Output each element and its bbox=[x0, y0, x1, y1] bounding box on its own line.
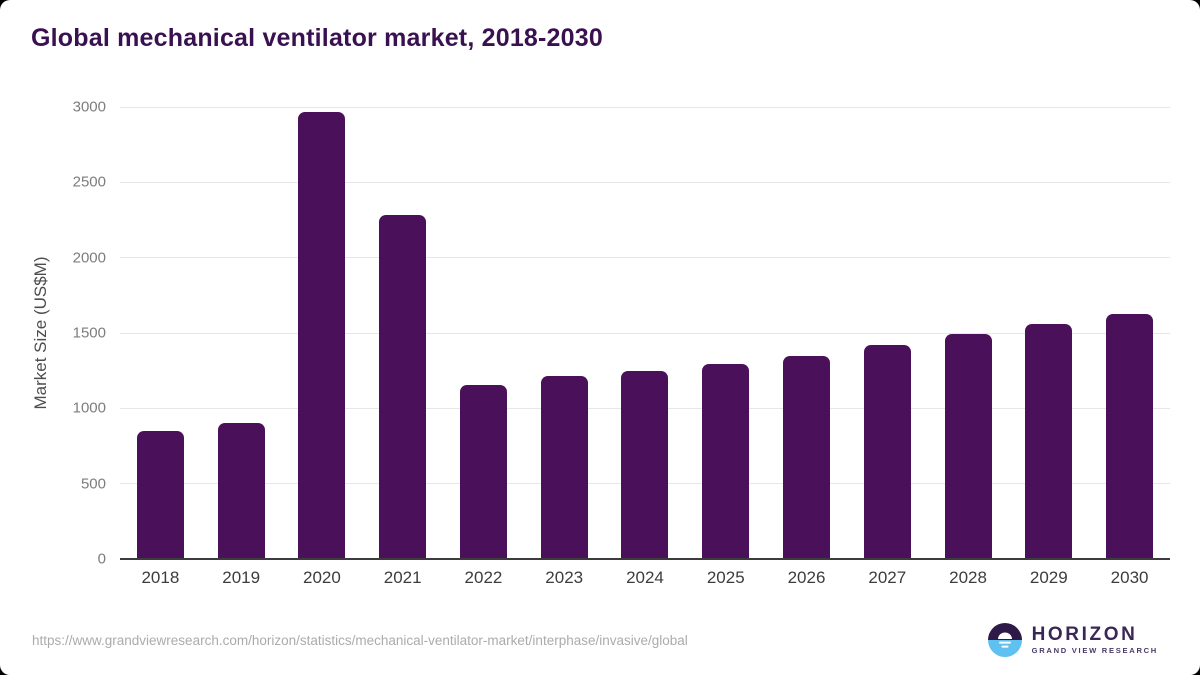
bar-2019[interactable] bbox=[217, 423, 265, 559]
chart-title: Global mechanical ventilator market, 201… bbox=[31, 24, 603, 52]
footer: https://www.grandviewresearch.com/horizo… bbox=[32, 616, 1158, 664]
x-tick-label: 2027 bbox=[868, 568, 907, 587]
x-tick-label: 2020 bbox=[303, 568, 341, 587]
bar-slot bbox=[120, 107, 201, 559]
bar-slot bbox=[1008, 107, 1089, 559]
bar-row bbox=[120, 107, 1170, 559]
x-tick-label: 2030 bbox=[1110, 568, 1149, 587]
y-tick-label: 1500 bbox=[72, 324, 106, 342]
bar-2024[interactable] bbox=[621, 370, 669, 559]
logo-title: HORIZON bbox=[1031, 623, 1138, 645]
y-tick-label: 2000 bbox=[72, 249, 106, 267]
x-tick-label: 2025 bbox=[706, 568, 745, 587]
bar-2026[interactable] bbox=[783, 356, 830, 559]
x-tick-label: 2024 bbox=[626, 568, 664, 587]
x-tick-label: 2028 bbox=[949, 568, 987, 587]
bar-2022[interactable] bbox=[459, 384, 507, 559]
y-tick-label: 0 bbox=[97, 550, 106, 568]
x-tick-label: 2026 bbox=[787, 568, 826, 587]
gridline bbox=[120, 106, 1170, 108]
plot-area: 0 500 1000 1500 2000 2500 3000 bbox=[73, 99, 1170, 568]
bar-slot bbox=[282, 107, 363, 559]
horizon-logo: HORIZON GRAND VIEW RESEARCH bbox=[987, 622, 1158, 658]
y-tick-label: 2500 bbox=[72, 173, 106, 191]
bar-2030[interactable] bbox=[1106, 314, 1154, 559]
source-url[interactable]: https://www.grandviewresearch.com/horizo… bbox=[32, 632, 688, 648]
x-axis-labels: 2018 2019 2020 2021 2022 2023 2024 2025 2026 2027… bbox=[120, 568, 1170, 588]
logo-subtitle: GRAND VIEW RESEARCH bbox=[1031, 646, 1158, 656]
gridline bbox=[120, 257, 1170, 259]
bar-2018[interactable] bbox=[136, 430, 184, 559]
bar-2021[interactable] bbox=[379, 214, 427, 559]
bar-slot bbox=[1089, 107, 1170, 559]
x-tick-label: 2018 bbox=[141, 568, 180, 587]
bar-slot bbox=[928, 107, 1009, 559]
bar-slot bbox=[201, 107, 282, 559]
bar-slot bbox=[605, 107, 686, 559]
bar-2025[interactable] bbox=[702, 363, 750, 559]
y-tick-label: 3000 bbox=[72, 98, 106, 116]
x-tick-label: 2022 bbox=[464, 568, 503, 587]
bar-2020[interactable] bbox=[298, 111, 346, 559]
x-tick-label: 2019 bbox=[222, 568, 261, 587]
bar-slot bbox=[685, 107, 766, 559]
x-tick-label: 2023 bbox=[545, 568, 584, 587]
bar-slot bbox=[847, 107, 928, 559]
bar-2029[interactable] bbox=[1025, 323, 1073, 559]
x-axis-line bbox=[120, 558, 1170, 560]
y-tick-label: 500 bbox=[80, 475, 106, 493]
bar-2023[interactable] bbox=[540, 375, 588, 559]
bar-slot bbox=[443, 107, 524, 559]
gridline bbox=[120, 332, 1170, 334]
bar-slot bbox=[524, 107, 605, 559]
gridline bbox=[120, 181, 1170, 183]
bar-2028[interactable] bbox=[944, 333, 992, 559]
bar-slot bbox=[766, 107, 847, 559]
bar-2027[interactable] bbox=[863, 345, 911, 559]
x-tick-label: 2021 bbox=[383, 568, 422, 587]
y-tick-label: 1000 bbox=[72, 399, 106, 417]
logo-text-block: HORIZON GRAND VIEW RESEARCH bbox=[1031, 623, 1158, 656]
horizon-sun-circle-icon bbox=[987, 622, 1023, 658]
x-tick-label: 2029 bbox=[1029, 568, 1068, 587]
bar-slot bbox=[362, 107, 443, 559]
